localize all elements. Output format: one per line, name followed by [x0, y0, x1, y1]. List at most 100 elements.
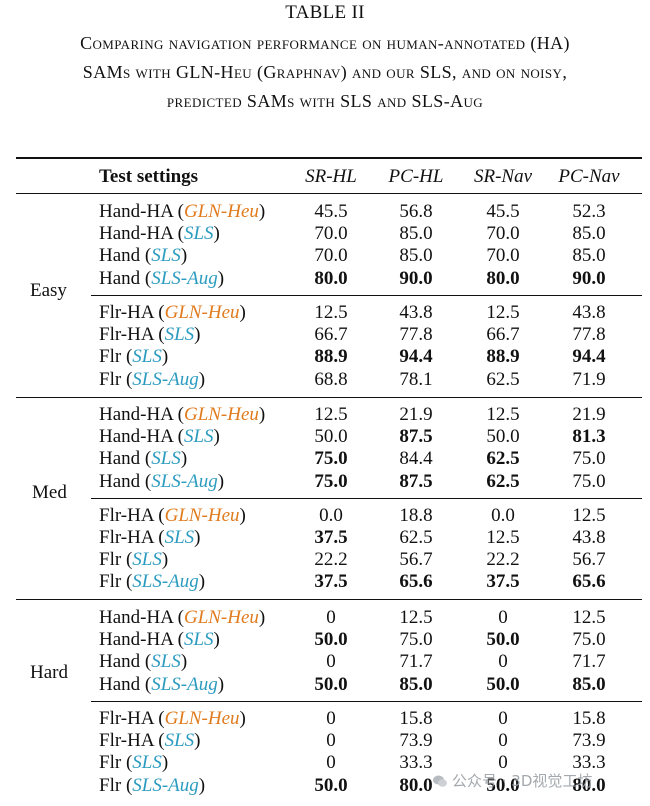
method-name: SLS [151, 245, 181, 266]
watermark-text: 公众号 · 3D视觉工坊 [452, 772, 593, 790]
test-setting-cell: Hand (SLS-Aug) [99, 674, 225, 695]
watermark: 公众号 · 3D视觉工坊 [432, 770, 592, 791]
easy-med-rule [16, 397, 642, 398]
method-name: SLS [132, 752, 162, 773]
value-cell: 81.3 [572, 426, 606, 447]
method-name: GLN-Heu [183, 201, 259, 222]
value-cell: 37.5 [314, 571, 348, 592]
value-cell: 0 [326, 730, 336, 751]
setting-name: Flr-HA [99, 730, 154, 751]
header-sr-nav: SR-Nav [473, 166, 533, 187]
table-row: Flr-HA (SLS) 37.5 62.5 12.5 43.8 [0, 527, 650, 549]
value-cell: 12.5 [486, 302, 520, 323]
table-caption: Comparing navigation performance on huma… [0, 29, 650, 116]
value-cell: 15.8 [572, 708, 606, 729]
method-name: GLN-Heu [183, 404, 259, 425]
value-cell: 71.7 [572, 651, 606, 672]
table-row: Hand (SLS) 0 71.7 0 71.7 [0, 651, 650, 673]
method-name: SLS [151, 651, 181, 672]
value-cell: 50.0 [486, 426, 520, 447]
caption-line-3: predicted SAMs with SLS and SLS-Aug [166, 91, 484, 111]
setting-name: Flr [99, 369, 122, 390]
value-cell: 0 [498, 730, 508, 751]
value-cell: 80.0 [399, 775, 433, 796]
header-row: Test settings SR-HL PC-HL SR-Nav PC-Nav [0, 166, 650, 188]
test-setting-cell: Flr (SLS-Aug) [99, 571, 206, 592]
value-cell: 65.6 [572, 571, 606, 592]
table-row: Hand-HA (SLS) 50.0 75.0 50.0 75.0 [0, 629, 650, 651]
value-cell: 88.9 [314, 346, 348, 367]
test-setting-cell: Flr-HA (SLS) [99, 324, 201, 345]
value-cell: 22.2 [486, 549, 520, 570]
value-cell: 12.5 [314, 404, 348, 425]
value-cell: 0.0 [319, 505, 343, 526]
value-cell: 73.9 [399, 730, 433, 751]
table-row: Flr-HA (SLS) 0 73.9 0 73.9 [0, 730, 650, 752]
table-row: Hand-HA (GLN-Heu) 0 12.5 0 12.5 [0, 607, 650, 629]
method-name: GLN-Heu [164, 505, 240, 526]
setting-name: Hand-HA [99, 404, 173, 425]
group-label-med: Med [32, 482, 67, 503]
table-row: Flr-HA (GLN-Heu) 0.0 18.8 0.0 12.5 [0, 505, 650, 527]
table-row: Flr (SLS) 88.9 94.4 88.9 94.4 [0, 346, 650, 368]
value-cell: 85.0 [572, 245, 606, 266]
method-name: SLS-Aug [151, 268, 218, 289]
setting-name: Hand [99, 651, 141, 672]
setting-name: Flr-HA [99, 708, 154, 729]
setting-name: Hand [99, 674, 141, 695]
test-setting-cell: Hand (SLS) [99, 651, 188, 672]
setting-name: Flr [99, 775, 122, 796]
table-title: TABLE II [285, 2, 365, 23]
value-cell: 33.3 [399, 752, 433, 773]
value-cell: 66.7 [314, 324, 348, 345]
value-cell: 77.8 [399, 324, 433, 345]
setting-name: Flr-HA [99, 505, 154, 526]
table-row: Flr (SLS) 0 33.3 0 33.3 [0, 752, 650, 774]
value-cell: 66.7 [486, 324, 520, 345]
test-setting-cell: Flr (SLS) [99, 752, 169, 773]
value-cell: 0 [326, 607, 336, 628]
med-mid-rule [91, 498, 642, 499]
test-setting-cell: Flr (SLS-Aug) [99, 369, 206, 390]
test-setting-cell: Hand-HA (SLS) [99, 426, 220, 447]
group-label-easy: Easy [30, 280, 67, 301]
value-cell: 70.0 [486, 245, 520, 266]
value-cell: 62.5 [399, 527, 433, 548]
value-cell: 90.0 [399, 268, 433, 289]
header-pc-nav: PC-Nav [558, 166, 620, 187]
test-setting-cell: Hand-HA (SLS) [99, 223, 220, 244]
value-cell: 50.0 [486, 775, 520, 796]
value-cell: 50.0 [314, 629, 348, 650]
value-cell: 50.0 [314, 426, 348, 447]
setting-name: Flr-HA [99, 527, 154, 548]
value-cell: 15.8 [399, 708, 433, 729]
test-setting-cell: Flr (SLS) [99, 549, 169, 570]
value-cell: 75.0 [399, 629, 433, 650]
header-settings: Test settings [99, 166, 199, 187]
value-cell: 50.0 [314, 775, 348, 796]
table-row: Hand-HA (GLN-Heu) 45.5 56.8 45.5 52.3 [0, 201, 650, 223]
test-setting-cell: Flr-HA (GLN-Heu) [99, 708, 246, 729]
setting-name: Flr-HA [99, 302, 154, 323]
test-setting-cell: Hand (SLS-Aug) [99, 268, 225, 289]
setting-name: Hand-HA [99, 201, 173, 222]
caption-line-2: SAMs with GLN-Heu (Graphnav) and our SLS… [82, 62, 568, 82]
value-cell: 0 [498, 752, 508, 773]
method-name: SLS [132, 346, 162, 367]
caption-line-1: Comparing navigation performance on huma… [80, 33, 570, 53]
method-name: SLS-Aug [132, 571, 199, 592]
setting-name: Hand-HA [99, 223, 173, 244]
setting-name: Hand [99, 268, 141, 289]
method-name: SLS [164, 527, 195, 548]
method-name: SLS [183, 223, 214, 244]
hard-mid-rule [91, 701, 642, 702]
value-cell: 77.8 [572, 324, 606, 345]
table-row: Hand-HA (SLS) 50.0 87.5 50.0 81.3 [0, 426, 650, 448]
value-cell: 50.0 [314, 674, 348, 695]
table-row: Hand-HA (GLN-Heu) 12.5 21.9 12.5 21.9 [0, 404, 650, 426]
test-setting-cell: Hand-HA (GLN-Heu) [99, 607, 266, 628]
value-cell: 43.8 [572, 302, 606, 323]
table-row: Hand (SLS-Aug) 80.0 90.0 80.0 90.0 [0, 268, 650, 290]
value-cell: 37.5 [486, 571, 520, 592]
test-setting-cell: Flr (SLS-Aug) [99, 775, 206, 796]
